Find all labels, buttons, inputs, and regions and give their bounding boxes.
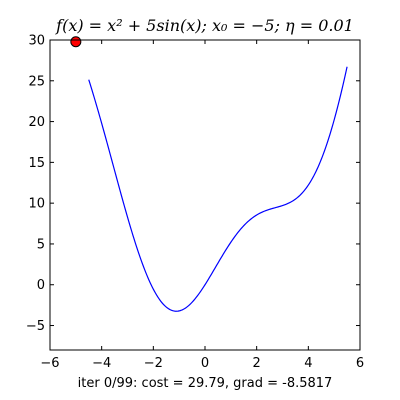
x-tick-label: −4: [92, 356, 111, 371]
axis-ticks: [49, 39, 361, 350]
x-tick-label: 2: [253, 356, 261, 371]
series-line: [88, 66, 348, 312]
x-tick-label: 6: [356, 356, 364, 371]
y-tick-label: 20: [28, 115, 45, 130]
y-tick-label: 30: [28, 34, 45, 49]
y-tick-label: −5: [26, 319, 45, 334]
y-tick-label: 15: [28, 156, 45, 171]
x-tick-label: 0: [201, 356, 209, 371]
x-tick-label: −6: [40, 356, 59, 371]
y-tick-label: 0: [37, 278, 45, 293]
x-tick-label: −2: [144, 356, 163, 371]
y-tick-label: 25: [28, 74, 45, 89]
y-tick-label: 10: [28, 197, 45, 212]
y-tick-label: 5: [37, 237, 45, 252]
series-layer: [88, 66, 348, 312]
x-axis-label: iter 0/99: cost = 29.79, grad = -8.5817: [78, 376, 333, 391]
current-point-marker: [70, 36, 82, 48]
axis-tick-labels: −6 −4 −2 0 2 4 6 −5 0 5 10 15 20 25 30: [26, 34, 364, 372]
chart-title: f(x) = x² + 5sin(x); x₀ = −5; η = 0.01: [55, 16, 354, 35]
x-tick-label: 4: [304, 356, 312, 371]
plot-frame: [49, 39, 361, 351]
marker-layer: [70, 36, 82, 48]
